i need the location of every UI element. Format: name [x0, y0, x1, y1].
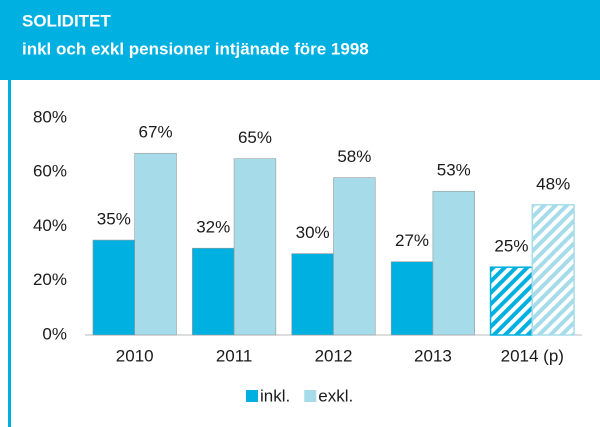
x-tick-label: 2012	[315, 346, 353, 365]
bar	[489, 266, 534, 336]
value-label: 35%	[97, 210, 131, 229]
value-label: 67%	[139, 123, 173, 142]
x-tick-label: 2010	[116, 346, 154, 365]
bar	[432, 190, 475, 336]
y-tick-label: 20%	[33, 270, 67, 289]
x-tick-label: 2014 (p)	[501, 346, 564, 365]
value-label: 58%	[337, 147, 371, 166]
value-label: 65%	[238, 128, 272, 147]
value-label: 53%	[437, 161, 471, 180]
y-tick-label: 80%	[33, 107, 67, 126]
bar	[531, 204, 575, 336]
legend-label: exkl.	[318, 386, 353, 405]
bar	[390, 261, 434, 336]
bar	[233, 158, 277, 336]
x-tick-label: 2013	[414, 346, 452, 365]
value-label: 25%	[494, 237, 528, 256]
header	[0, 0, 600, 80]
y-tick-label: 40%	[33, 216, 67, 235]
value-label: 48%	[536, 174, 570, 193]
bar	[134, 152, 177, 336]
legend-swatch	[304, 390, 317, 402]
side-rule	[8, 80, 11, 427]
bar	[192, 247, 235, 336]
chart-title: SOLIDITET	[22, 11, 111, 30]
bar	[92, 239, 136, 336]
legend-label: inkl.	[260, 386, 290, 405]
y-tick-label: 60%	[33, 162, 67, 181]
value-label: 32%	[196, 218, 230, 237]
chart-subtitle: inkl och exkl pensioner intjänade före 1…	[22, 39, 369, 58]
x-tick-label: 2011	[216, 346, 253, 365]
bar	[333, 177, 376, 336]
legend-swatch	[246, 390, 258, 402]
value-label: 30%	[296, 223, 330, 242]
value-label: 27%	[395, 231, 429, 250]
bar	[291, 253, 334, 336]
y-tick-label: 0%	[42, 324, 67, 343]
